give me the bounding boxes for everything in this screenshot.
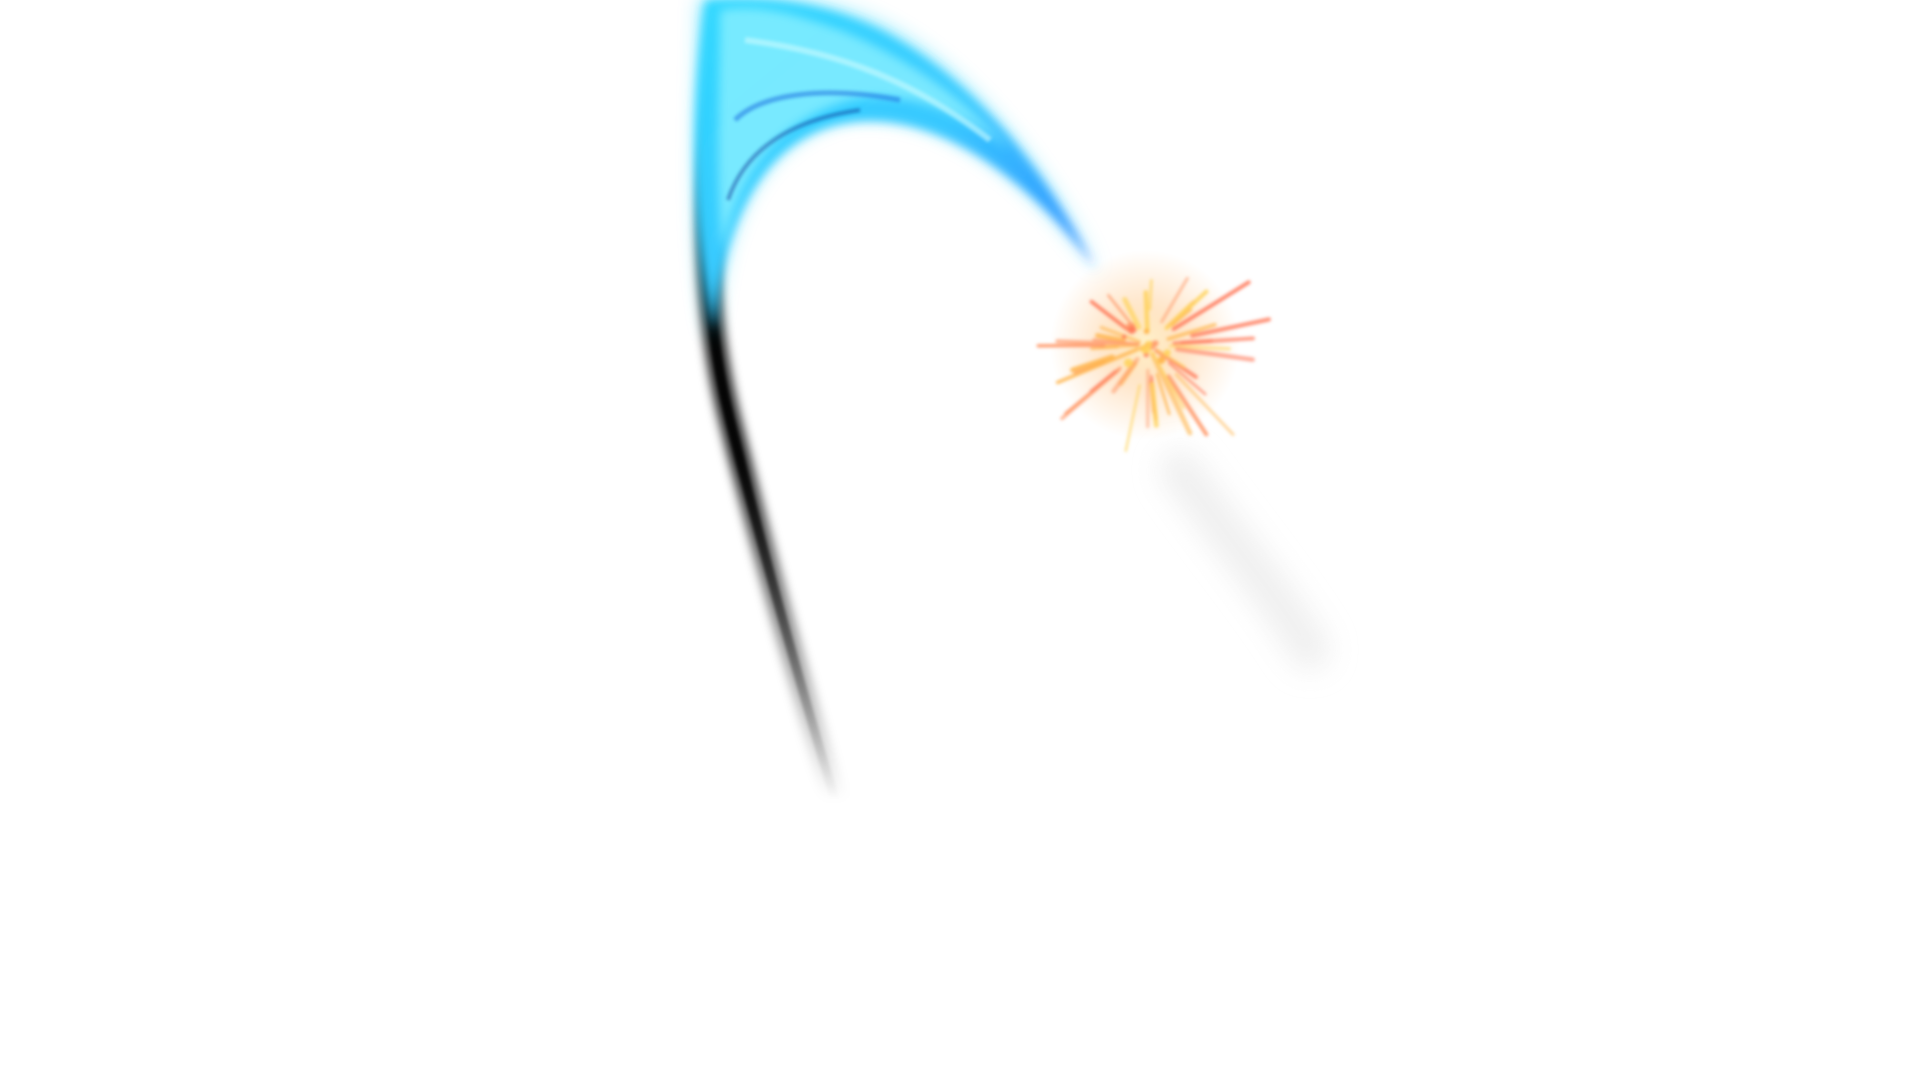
spark-ray [1092, 338, 1140, 346]
spark-ray [1168, 362, 1207, 396]
spark-ray [1174, 373, 1235, 436]
spark-ray [1124, 384, 1141, 452]
spark-ray [1148, 279, 1153, 311]
spark-ray [1149, 381, 1159, 428]
spark-ray [1171, 280, 1251, 331]
spark-ray [1180, 339, 1213, 345]
spark-dot [1121, 334, 1127, 340]
ghost-trail [1160, 450, 1330, 670]
spark-ray [1190, 317, 1272, 338]
spark-ray [1036, 343, 1106, 348]
spark-dot [1157, 356, 1166, 364]
spark-ray [1160, 276, 1189, 324]
spark-ray [1143, 290, 1150, 334]
spark-ray [1111, 357, 1140, 394]
trail-highlight [718, 8, 1010, 250]
spark-dot [1163, 349, 1171, 357]
spark-dot [1152, 340, 1159, 347]
spark-ray [1155, 373, 1171, 416]
spark-ray [1070, 354, 1115, 373]
spark-ray [1166, 374, 1209, 437]
spark-dot [1127, 325, 1136, 334]
spark-ray [1055, 347, 1140, 385]
spark-ray [1174, 346, 1255, 362]
spark-ray [1122, 297, 1142, 330]
comet-spark-icon [1036, 276, 1272, 452]
spark-ray [1173, 302, 1193, 321]
spark-ray [1089, 299, 1130, 332]
spark-ray [1095, 333, 1126, 343]
spark-dot [1143, 328, 1150, 334]
spark-ray [1099, 325, 1142, 344]
spark-ray [1089, 369, 1117, 393]
spark-ray [1168, 344, 1231, 351]
spark-ray [1150, 351, 1185, 410]
spark-dot [1124, 358, 1133, 368]
spark-ray [1098, 343, 1140, 349]
spark-ray [1166, 322, 1217, 341]
spark-dot [1141, 344, 1151, 354]
spark-ray [1150, 351, 1193, 436]
spark-ray [1170, 308, 1193, 327]
spark-ray [1155, 349, 1186, 369]
